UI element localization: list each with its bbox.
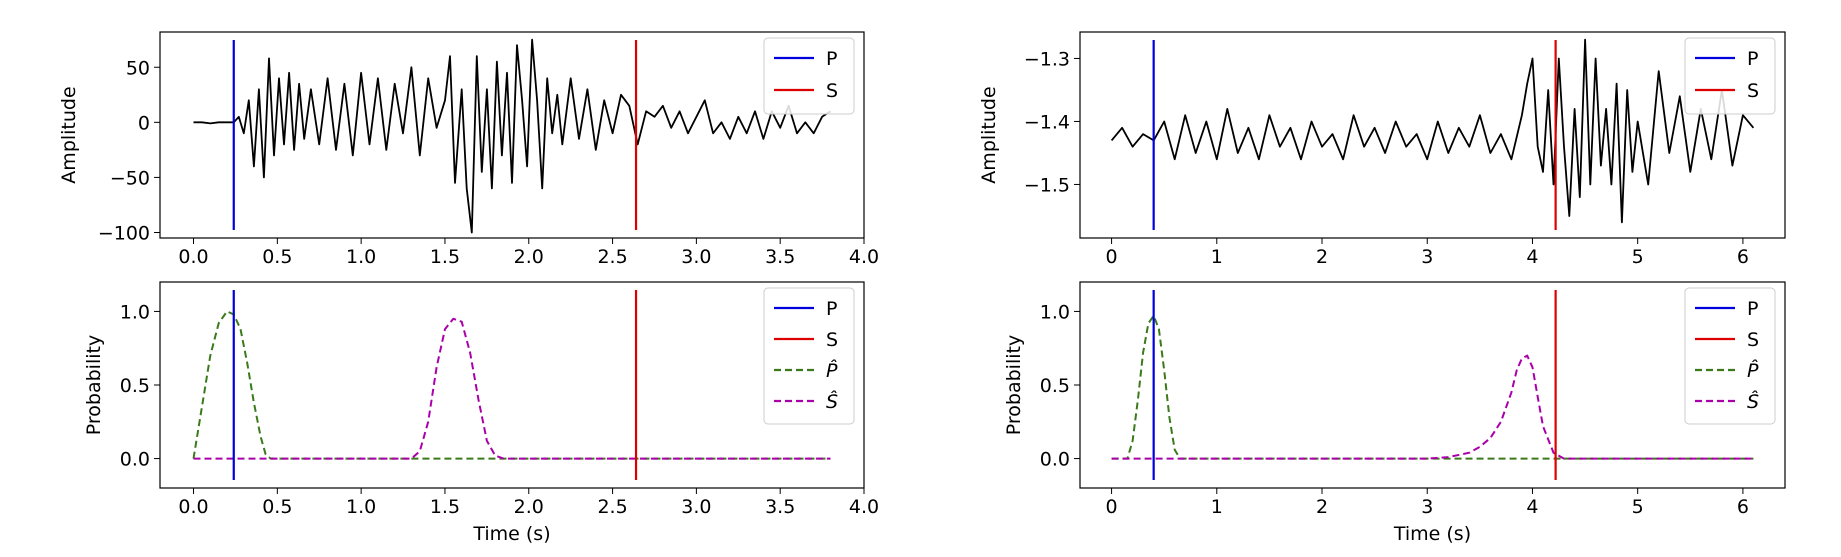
y-tick-label: 1.0 — [1040, 301, 1070, 323]
x-tick-label: 6 — [1737, 246, 1749, 268]
waveform-trace-line — [193, 38, 831, 234]
series-s-hat-line — [1111, 354, 1754, 460]
x-tick-label: 4 — [1526, 496, 1538, 518]
x-tick-label: 6 — [1737, 496, 1749, 518]
y-axis-label: Probability — [1003, 335, 1025, 435]
axes-frame — [159, 31, 865, 239]
y-tick-label: 0.0 — [1040, 449, 1070, 471]
y-tick-label: 1.0 — [120, 301, 150, 323]
chart-panel-4: 0 1 2 3 4 5 6 1.0 0.5 0.0 Probability Time (s) PS P̂ Ŝ — [1003, 281, 1786, 545]
x-tick-label: 2.5 — [597, 246, 627, 268]
x-tick-label: 1.0 — [346, 246, 376, 268]
x-tick-label: 4 — [1526, 246, 1538, 268]
x-tick-label: 4.0 — [849, 496, 879, 518]
x-tick-label: 0.5 — [262, 496, 292, 518]
legend-label-s-hat: Ŝ — [826, 389, 838, 413]
legend-label-s: S — [826, 329, 838, 351]
y-tick-label: 0 — [138, 112, 150, 134]
y-tick-label: 0.5 — [1040, 375, 1070, 397]
legend-box — [763, 287, 855, 425]
legend-box — [763, 37, 855, 115]
series-p-hat-line — [192, 310, 831, 460]
legend-box — [1684, 287, 1776, 425]
legend-box — [1684, 37, 1776, 115]
x-tick-label: 1.5 — [430, 246, 460, 268]
y-axis-label: Amplitude — [58, 86, 80, 183]
y-tick-label: −100 — [98, 222, 150, 244]
x-tick-label: 2.0 — [514, 496, 544, 518]
x-tick-label: 3.0 — [681, 246, 711, 268]
legend-label-p-hat: P̂ — [1747, 360, 1759, 382]
x-axis-label: Time (s) — [472, 523, 550, 545]
legend-label-p: P — [1747, 48, 1758, 70]
axes-frame — [159, 281, 865, 489]
x-tick-label: 0 — [1106, 496, 1118, 518]
x-tick-label: 0.0 — [178, 496, 208, 518]
legend: PS — [763, 37, 855, 115]
y-tick-label: −1.3 — [1024, 48, 1070, 70]
x-tick-label: 2.5 — [597, 496, 627, 518]
legend: PS P̂ Ŝ — [763, 287, 855, 425]
x-tick-label: 3.5 — [765, 246, 795, 268]
x-tick-label: 1 — [1211, 246, 1223, 268]
legend-label-p: P — [1747, 298, 1758, 320]
waveform-trace-line — [1110, 38, 1755, 224]
y-tick-label: 0.5 — [120, 375, 150, 397]
series-s-hat-line — [193, 317, 831, 460]
x-tick-label: 0.5 — [262, 246, 292, 268]
y-tick-label: 0.0 — [120, 449, 150, 471]
legend-label-s-hat: Ŝ — [1747, 389, 1759, 413]
chart-panel-2: 0 1 2 3 4 5 6 −1.3 −1.4 −1.5 Amplitude PS — [978, 31, 1786, 268]
axes-frame — [1079, 31, 1786, 239]
x-tick-label: 0 — [1106, 246, 1118, 268]
x-tick-label: 1.5 — [430, 496, 460, 518]
y-tick-label: −1.5 — [1024, 174, 1070, 196]
x-tick-label: 3 — [1421, 246, 1433, 268]
x-axis-label: Time (s) — [1393, 523, 1471, 545]
y-axis-label: Probability — [83, 335, 105, 435]
series-p-hat-line — [1111, 314, 1754, 460]
legend-label-s: S — [1747, 329, 1759, 351]
x-tick-label: 2 — [1316, 246, 1328, 268]
y-tick-label: −1.4 — [1024, 111, 1070, 133]
x-tick-label: 1.0 — [346, 496, 376, 518]
chart-panel-1: 0.0 0.5 1.0 1.5 2.0 2.5 3.0 3.5 4.0 50 0 −50 −100 Amp… — [58, 31, 879, 268]
legend-label-p: P — [826, 298, 837, 320]
legend: PS P̂ Ŝ — [1684, 287, 1776, 425]
y-tick-label: 50 — [126, 57, 150, 79]
axes-frame — [1079, 281, 1786, 489]
x-tick-label: 2.0 — [514, 246, 544, 268]
x-tick-label: 3 — [1421, 496, 1433, 518]
x-tick-label: 4.0 — [849, 246, 879, 268]
x-tick-label: 0.0 — [178, 246, 208, 268]
legend-label-p: P — [826, 48, 837, 70]
x-tick-label: 2 — [1316, 496, 1328, 518]
legend-label-p-hat: P̂ — [826, 360, 838, 382]
x-tick-label: 3.0 — [681, 496, 711, 518]
x-tick-label: 5 — [1632, 246, 1644, 268]
legend-label-s: S — [826, 80, 838, 102]
x-tick-label: 3.5 — [765, 496, 795, 518]
legend-label-s: S — [1747, 80, 1759, 102]
chart-panel-3: 0.0 0.5 1.0 1.5 2.0 2.5 3.0 3.5 4.0 1.0 0.5 0.0 Prob… — [83, 281, 879, 545]
y-tick-label: −50 — [110, 167, 150, 189]
x-tick-label: 5 — [1632, 496, 1644, 518]
y-axis-label: Amplitude — [978, 86, 1000, 183]
legend: PS — [1684, 37, 1776, 115]
x-tick-label: 1 — [1211, 496, 1223, 518]
